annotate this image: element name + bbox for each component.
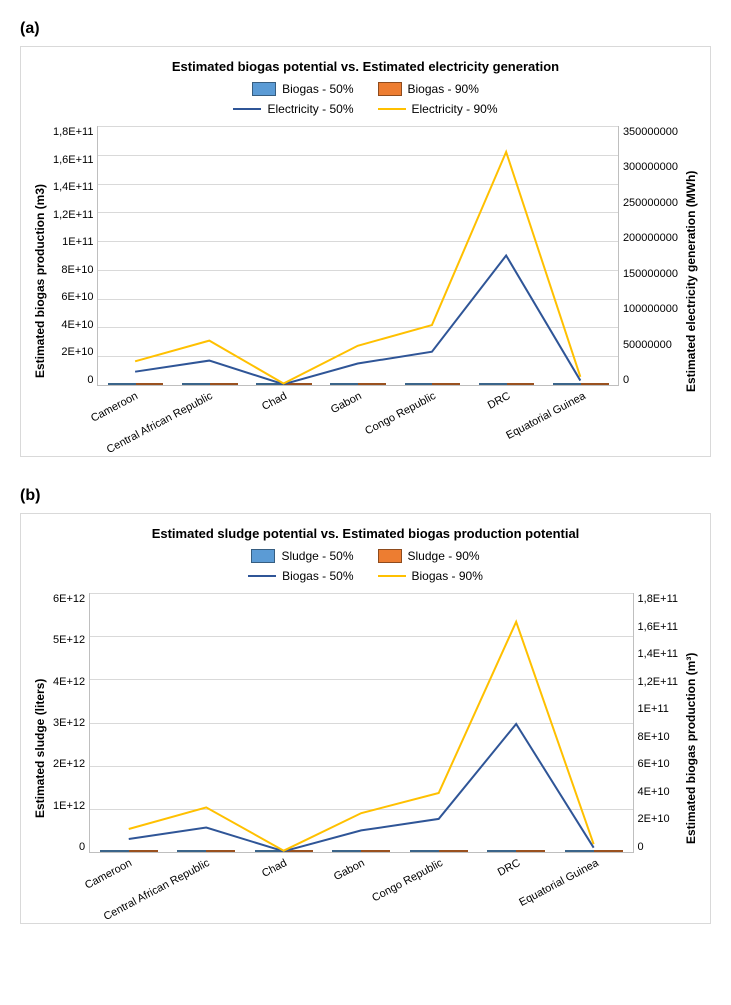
x-label: Gabon — [329, 390, 364, 416]
y-tick-label: 0 — [53, 374, 93, 386]
x-label: Congo Republic — [370, 857, 445, 904]
lines-layer — [98, 126, 617, 385]
y-tick-label: 300000000 — [623, 161, 678, 173]
plot-area — [89, 593, 633, 853]
legend-item: Electricity - 50% — [233, 102, 353, 116]
chart-title: Estimated biogas potential vs. Estimated… — [31, 59, 700, 74]
y-axis-label-left: Estimated biogas production (m3) — [31, 126, 49, 436]
legend-label: Biogas - 90% — [408, 82, 479, 96]
legend-swatch-line — [248, 575, 276, 577]
legend: Sludge - 50% Sludge - 90% Biogas - 50% Biog… — [31, 549, 700, 583]
y-tick-label: 4E+10 — [53, 319, 93, 331]
y-tick-label: 6E+12 — [53, 593, 85, 605]
y-tick-label: 2E+10 — [53, 346, 93, 358]
y-tick-label: 1,6E+11 — [53, 154, 93, 166]
y-tick-label: 0 — [53, 841, 85, 853]
y-tick-label: 8E+10 — [638, 731, 678, 743]
y-tick-label: 1,8E+11 — [53, 126, 93, 138]
y-tick-label: 50000000 — [623, 339, 678, 351]
legend-item: Electricity - 90% — [378, 102, 498, 116]
y-tick-label: 200000000 — [623, 232, 678, 244]
legend-label: Biogas - 50% — [282, 82, 353, 96]
y-tick-label: 1E+11 — [53, 236, 93, 248]
x-label: Chad — [261, 390, 290, 413]
y-tick-label: 350000000 — [623, 126, 678, 138]
legend-item: Biogas - 50% — [248, 569, 353, 583]
y-tick-label: 1,4E+11 — [638, 648, 678, 660]
plot-column: CameroonCentral African RepublicChadGabo… — [97, 126, 618, 436]
legend-swatch-bar — [251, 549, 275, 563]
legend-swatch-bar — [252, 82, 276, 96]
legend-label: Electricity - 50% — [267, 102, 353, 116]
chart-container: Estimated biogas potential vs. Estimated… — [20, 46, 711, 457]
x-label: Congo Republic — [364, 390, 439, 437]
legend-swatch-line — [378, 575, 406, 577]
line-series — [136, 256, 581, 385]
legend-label: Sludge - 90% — [408, 549, 480, 563]
y-tick-label: 2E+10 — [638, 813, 678, 825]
panel-label: (b) — [20, 487, 711, 505]
y-tick-label: 250000000 — [623, 197, 678, 209]
chart-frame: Estimated biogas production (m3)1,8E+111… — [31, 126, 700, 436]
y-tick-label: 1,2E+11 — [53, 209, 93, 221]
y-tick-label: 100000000 — [623, 303, 678, 315]
y-tick-label: 1,4E+11 — [53, 181, 93, 193]
x-label: Equatorial Guinea — [517, 857, 600, 909]
y-tick-label: 2E+12 — [53, 758, 85, 770]
plot-column: CameroonCentral African RepublicChadGabo… — [89, 593, 633, 903]
legend-label: Biogas - 50% — [282, 569, 353, 583]
line-series — [129, 724, 594, 851]
y-tick-label: 5E+12 — [53, 634, 85, 646]
x-label: DRC — [486, 390, 513, 412]
y-tick-label: 1,6E+11 — [638, 621, 678, 633]
x-labels: CameroonCentral African RepublicChadGabo… — [89, 853, 633, 903]
legend: Biogas - 50% Biogas - 90% Electricity - 50… — [31, 82, 700, 116]
x-label: Cameroon — [89, 390, 140, 425]
y-ticks-left: 1,8E+11 1,6E+11 1,4E+11 1,2E+11 1E+11 8E+10 6E… — [49, 126, 97, 386]
legend-item: Biogas - 50% — [252, 82, 353, 96]
legend-swatch-bar — [378, 549, 402, 563]
plot-area — [97, 126, 618, 386]
y-ticks-left: 6E+12 5E+12 4E+12 3E+12 2E+12 1E+12 0 — [49, 593, 89, 853]
y-tick-label: 4E+12 — [53, 676, 85, 688]
y-axis-label-right: Estimated electricity generation (MWh) — [682, 126, 700, 436]
y-tick-label: 1E+11 — [638, 703, 678, 715]
y-tick-label: 1E+12 — [53, 800, 85, 812]
legend-label: Biogas - 90% — [412, 569, 483, 583]
legend-item: Sludge - 90% — [378, 549, 480, 563]
chart-frame: Estimated sludge (liters) 6E+12 5E+12 4E+12… — [31, 593, 700, 903]
legend-item: Biogas - 90% — [378, 569, 483, 583]
x-label: DRC — [496, 857, 523, 879]
lines-layer — [90, 593, 632, 852]
y-tick-label: 6E+10 — [638, 758, 678, 770]
legend-swatch-bar — [378, 82, 402, 96]
panel-label: (a) — [20, 20, 711, 38]
y-axis-label-left: Estimated sludge (liters) — [31, 593, 49, 903]
y-tick-label: 1,8E+11 — [638, 593, 678, 605]
chart-container: Estimated sludge potential vs. Estimated… — [20, 513, 711, 924]
y-ticks-right: 1,8E+11 1,6E+11 1,4E+11 1,2E+11 1E+11 8E+10 6E… — [634, 593, 682, 853]
legend-label: Sludge - 50% — [281, 549, 353, 563]
y-tick-label: 150000000 — [623, 268, 678, 280]
legend-swatch-line — [233, 108, 261, 110]
y-tick-label: 0 — [638, 841, 678, 853]
x-labels: CameroonCentral African RepublicChadGabo… — [97, 386, 618, 436]
legend-swatch-line — [378, 108, 406, 110]
legend-item: Sludge - 50% — [251, 549, 353, 563]
y-axis-label-right: Estimated biogas production (m³) — [682, 593, 700, 903]
y-tick-label: 4E+10 — [638, 786, 678, 798]
y-tick-label: 1,2E+11 — [638, 676, 678, 688]
x-label: Equatorial Guinea — [504, 390, 587, 442]
y-tick-label: 6E+10 — [53, 291, 93, 303]
x-label: Chad — [260, 857, 289, 880]
y-tick-label: 0 — [623, 374, 678, 386]
legend-label: Electricity - 90% — [412, 102, 498, 116]
legend-item: Biogas - 90% — [378, 82, 479, 96]
y-tick-label: 3E+12 — [53, 717, 85, 729]
x-label: Cameroon — [83, 857, 134, 892]
y-tick-label: 8E+10 — [53, 264, 93, 276]
chart-title: Estimated sludge potential vs. Estimated… — [31, 526, 700, 541]
y-ticks-right: 350000000 300000000 250000000 200000000 1500… — [619, 126, 682, 386]
x-label: Gabon — [332, 857, 367, 883]
